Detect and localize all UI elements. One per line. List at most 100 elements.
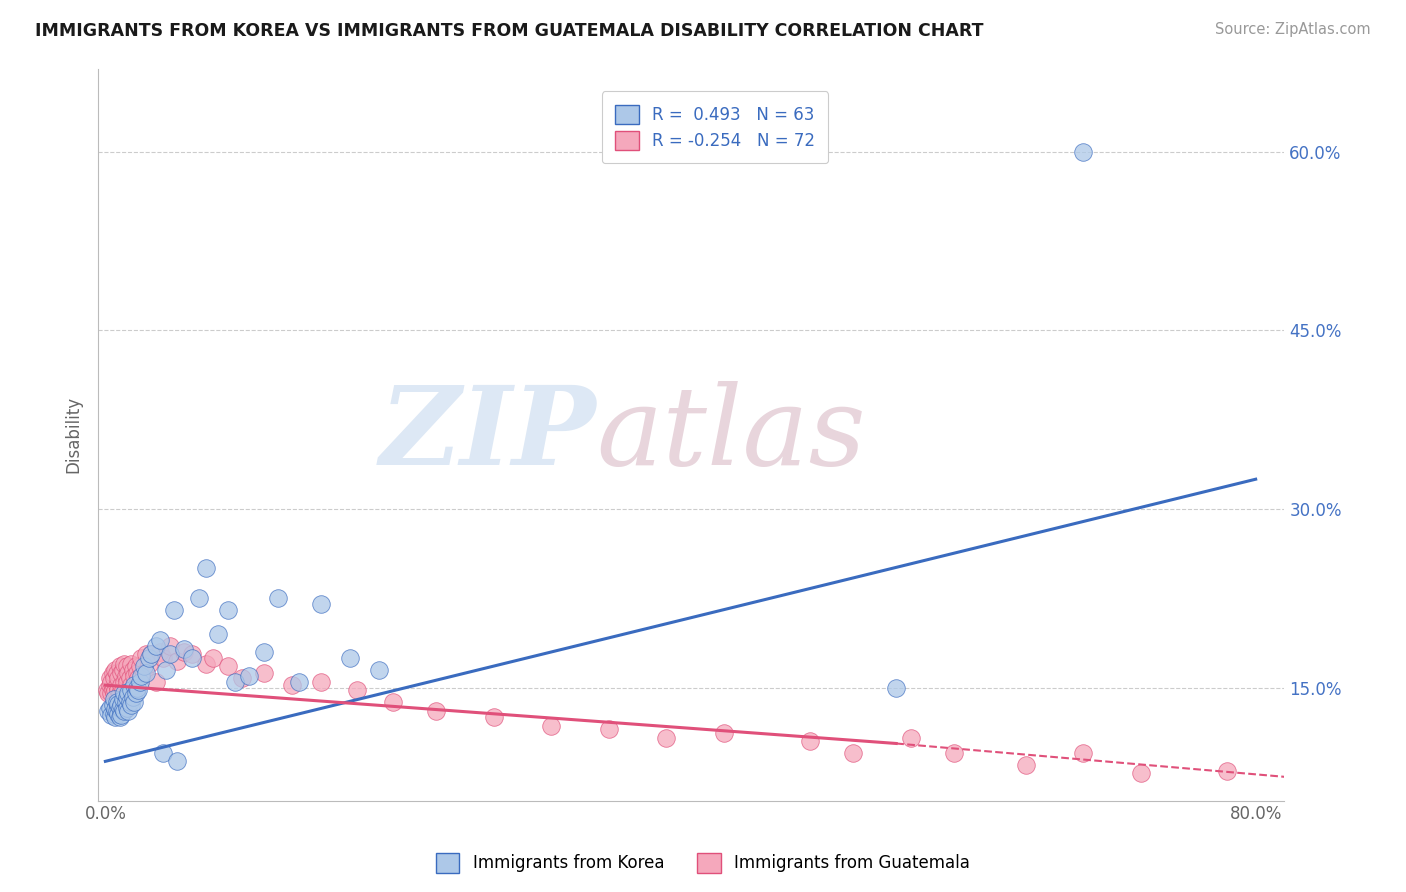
Point	[166, 654, 188, 668]
Point	[111, 663, 134, 677]
Point	[231, 671, 253, 685]
Point	[152, 746, 174, 760]
Point	[135, 647, 157, 661]
Point	[124, 686, 146, 700]
Point	[942, 746, 965, 760]
Text: atlas: atlas	[596, 381, 866, 488]
Point	[281, 678, 304, 692]
Point	[108, 686, 131, 700]
Point	[120, 657, 142, 671]
Point	[114, 695, 136, 709]
Point	[180, 647, 202, 661]
Point	[105, 666, 128, 681]
Point	[252, 666, 274, 681]
Point	[799, 734, 821, 748]
Point	[115, 690, 138, 704]
Point	[101, 682, 124, 697]
Point	[110, 707, 132, 722]
Point	[118, 671, 141, 685]
Point	[107, 706, 129, 721]
Point	[117, 666, 139, 681]
Point	[482, 710, 505, 724]
Point	[141, 647, 163, 661]
Point	[195, 657, 218, 671]
Point	[107, 697, 129, 711]
Point	[103, 686, 125, 700]
Point	[112, 704, 135, 718]
Point	[103, 692, 125, 706]
Point	[884, 681, 907, 695]
Text: Source: ZipAtlas.com: Source: ZipAtlas.com	[1215, 22, 1371, 37]
Point	[217, 659, 239, 673]
Legend: R =  0.493   N = 63, R = -0.254   N = 72: R = 0.493 N = 63, R = -0.254 N = 72	[602, 92, 828, 163]
Point	[112, 686, 135, 700]
Point	[104, 663, 127, 677]
Point	[842, 746, 865, 760]
Point	[267, 591, 290, 606]
Text: ZIP: ZIP	[380, 381, 596, 488]
Point	[104, 702, 127, 716]
Point	[1014, 758, 1036, 772]
Point	[238, 668, 260, 682]
Point	[124, 659, 146, 673]
Point	[107, 671, 129, 685]
Point	[138, 650, 160, 665]
Point	[125, 681, 148, 695]
Point	[900, 731, 922, 745]
Point	[100, 707, 122, 722]
Point	[381, 695, 404, 709]
Point	[118, 695, 141, 709]
Point	[115, 659, 138, 673]
Point	[346, 682, 368, 697]
Point	[104, 682, 127, 697]
Point	[96, 682, 118, 697]
Point	[713, 725, 735, 739]
Point	[121, 663, 143, 677]
Point	[103, 671, 125, 685]
Point	[141, 647, 163, 661]
Point	[114, 668, 136, 682]
Point	[110, 666, 132, 681]
Point	[655, 731, 678, 745]
Point	[131, 650, 153, 665]
Point	[120, 698, 142, 713]
Point	[159, 647, 181, 661]
Point	[149, 632, 172, 647]
Point	[145, 674, 167, 689]
Point	[252, 645, 274, 659]
Point	[120, 682, 142, 697]
Point	[105, 695, 128, 709]
Point	[110, 678, 132, 692]
Point	[108, 659, 131, 673]
Point	[110, 698, 132, 713]
Text: IMMIGRANTS FROM KOREA VS IMMIGRANTS FROM GUATEMALA DISABILITY CORRELATION CHART: IMMIGRANTS FROM KOREA VS IMMIGRANTS FROM…	[35, 22, 984, 40]
Point	[117, 704, 139, 718]
Point	[100, 674, 122, 689]
Legend: Immigrants from Korea, Immigrants from Guatemala: Immigrants from Korea, Immigrants from G…	[429, 847, 977, 880]
Point	[425, 704, 447, 718]
Point	[115, 700, 138, 714]
Point	[202, 650, 225, 665]
Point	[159, 639, 181, 653]
Point	[127, 682, 149, 697]
Point	[224, 674, 246, 689]
Point	[138, 657, 160, 671]
Point	[98, 678, 121, 692]
Point	[105, 704, 128, 718]
Point	[107, 682, 129, 697]
Point	[104, 710, 127, 724]
Point	[180, 650, 202, 665]
Point	[217, 603, 239, 617]
Point	[173, 642, 195, 657]
Point	[97, 686, 120, 700]
Point	[121, 690, 143, 704]
Point	[1216, 764, 1239, 778]
Point	[98, 671, 121, 685]
Point	[101, 698, 124, 713]
Point	[1129, 766, 1152, 780]
Point	[145, 639, 167, 653]
Point	[101, 666, 124, 681]
Point	[540, 718, 562, 732]
Point	[166, 755, 188, 769]
Point	[187, 591, 209, 606]
